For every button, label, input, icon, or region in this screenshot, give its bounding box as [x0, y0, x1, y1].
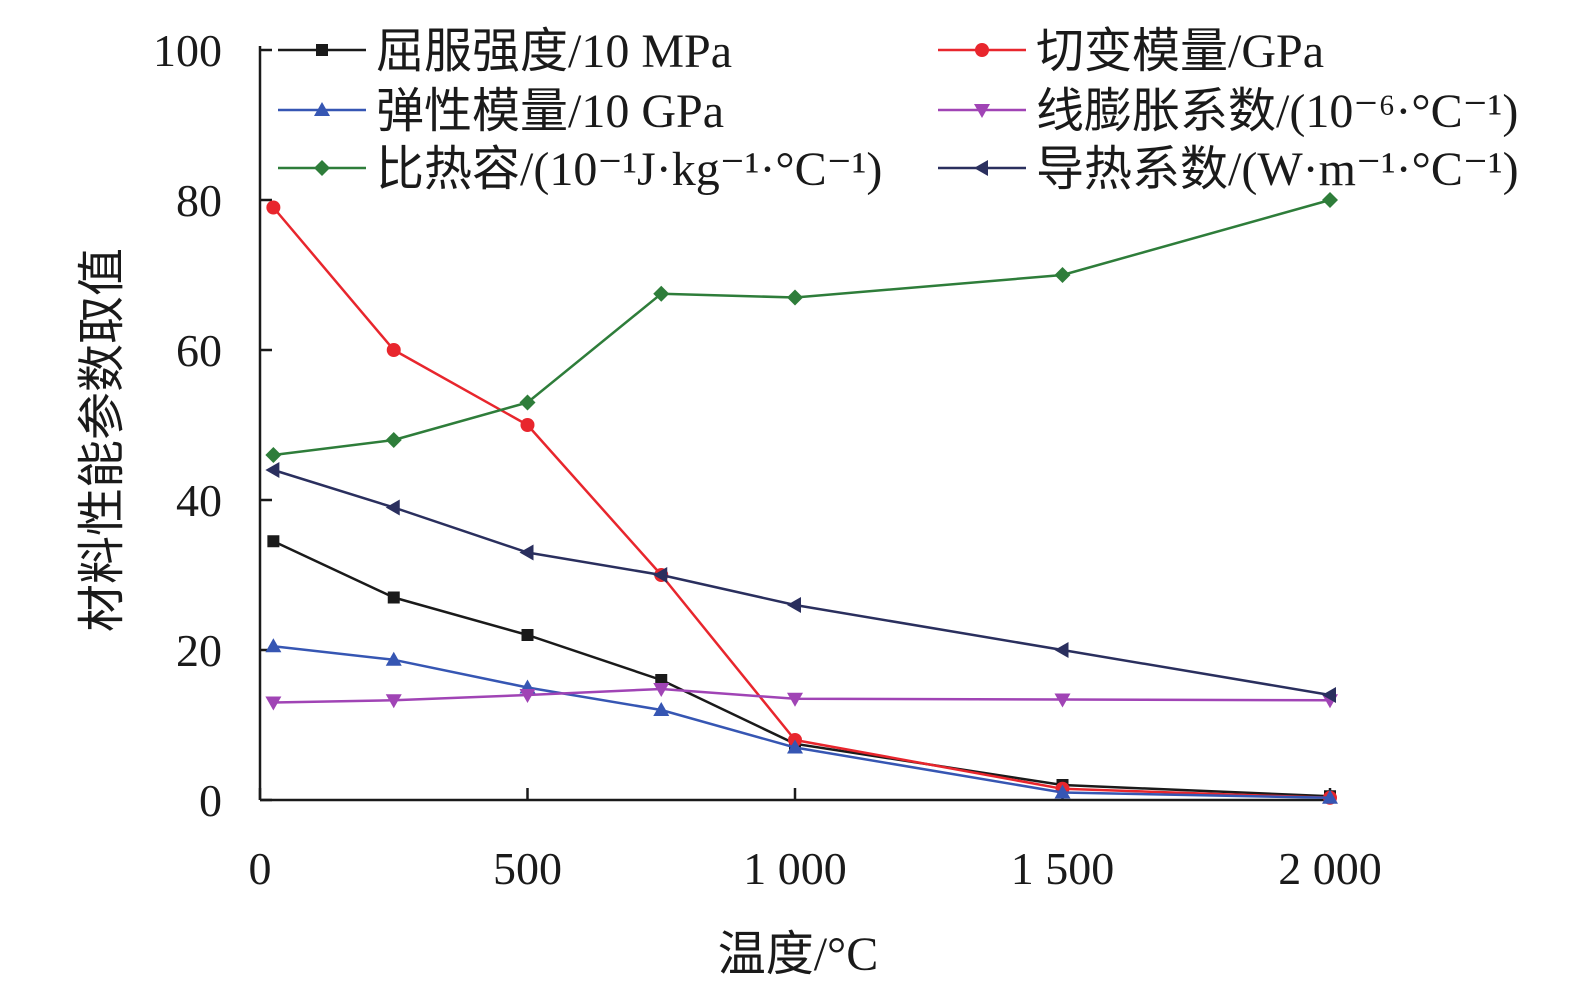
y-tick-label: 100: [153, 25, 222, 76]
series-line: [273, 468, 1331, 697]
data-point: [519, 394, 536, 411]
legend-item: 线膨胀系数/(10⁻⁶·°C⁻¹): [938, 85, 1518, 138]
series-line: [273, 198, 1331, 457]
data-point: [386, 343, 401, 357]
legend-label: 线膨胀系数/(10⁻⁶·°C⁻¹): [1036, 85, 1518, 138]
data-point: [1322, 192, 1338, 208]
data-point: [653, 285, 670, 302]
legend-swatch-marker: [314, 102, 330, 116]
data-point: [1322, 687, 1336, 703]
data-point: [653, 683, 670, 697]
y-tick-label: 40: [176, 475, 222, 526]
series-4: [265, 683, 1338, 711]
series-2: [266, 200, 1337, 805]
legend-swatch-marker: [974, 104, 990, 118]
legend-label: 切变模量/GPa: [1036, 25, 1324, 78]
legend-item: 导热系数/(W·m⁻¹·°C⁻¹): [938, 143, 1519, 196]
legend-swatch-marker: [974, 160, 988, 176]
legend-label: 比热容/(10⁻¹J·kg⁻¹·°C⁻¹): [376, 143, 882, 196]
series-5: [265, 192, 1338, 463]
legend-label: 弹性模量/10 GPa: [376, 85, 724, 138]
data-point: [267, 535, 280, 548]
legend-item: 屈服强度/10 MPa: [278, 25, 732, 78]
x-axis-title: 温度/°C: [718, 928, 879, 981]
data-point: [385, 499, 400, 516]
legend: 屈服强度/10 MPa 切变模量/GPa 弹性模量/10 GPa 线膨胀系数/(10⁻…: [278, 25, 1519, 196]
data-point: [653, 567, 668, 583]
data-point: [521, 629, 534, 641]
data-point: [265, 462, 280, 478]
legend-label: 屈服强度/10 MPa: [376, 25, 732, 78]
series-group: [265, 192, 1338, 805]
data-point: [265, 696, 282, 711]
legend-item: 比热容/(10⁻¹J·kg⁻¹·°C⁻¹): [278, 143, 882, 196]
data-point: [519, 689, 536, 703]
data-point: [520, 418, 535, 432]
data-point: [1054, 642, 1069, 658]
x-tick-label: 0: [249, 843, 272, 894]
legend-item: 弹性模量/10 GPa: [278, 85, 724, 138]
data-point: [787, 597, 801, 613]
legend-item: 切变模量/GPa: [938, 25, 1324, 78]
data-point: [387, 591, 400, 604]
data-point: [266, 200, 281, 215]
data-point: [265, 638, 282, 653]
data-point: [385, 651, 402, 666]
data-point: [787, 739, 803, 754]
data-point: [1054, 267, 1071, 283]
x-tick-label: 1 500: [1011, 843, 1115, 894]
data-point: [265, 447, 282, 463]
x-tick-label: 2 000: [1278, 843, 1382, 894]
data-point: [519, 544, 534, 561]
data-point: [385, 694, 402, 709]
legend-swatch-marker: [314, 160, 330, 176]
data-point: [385, 432, 402, 448]
x-tick-label: 500: [493, 843, 562, 894]
y-axis-title: 材料性能参数取值: [76, 248, 129, 632]
x-tick-label: 1 000: [743, 843, 847, 894]
data-point: [1054, 784, 1071, 799]
series-3: [265, 638, 1338, 804]
data-point: [1322, 789, 1338, 804]
data-point: [653, 702, 670, 716]
series-6: [265, 462, 1336, 703]
y-tick-label: 60: [176, 325, 222, 376]
data-point: [787, 289, 803, 306]
y-tick-label: 20: [176, 625, 222, 676]
data-point: [787, 692, 803, 707]
legend-label: 导热系数/(W·m⁻¹·°C⁻¹): [1036, 143, 1519, 196]
legend-swatch-marker: [975, 43, 989, 57]
y-tick-label: 80: [176, 175, 222, 226]
legend-swatch-marker: [316, 44, 328, 56]
data-point: [1054, 693, 1071, 708]
series-line: [273, 687, 1331, 704]
y-tick-label: 0: [199, 775, 222, 826]
